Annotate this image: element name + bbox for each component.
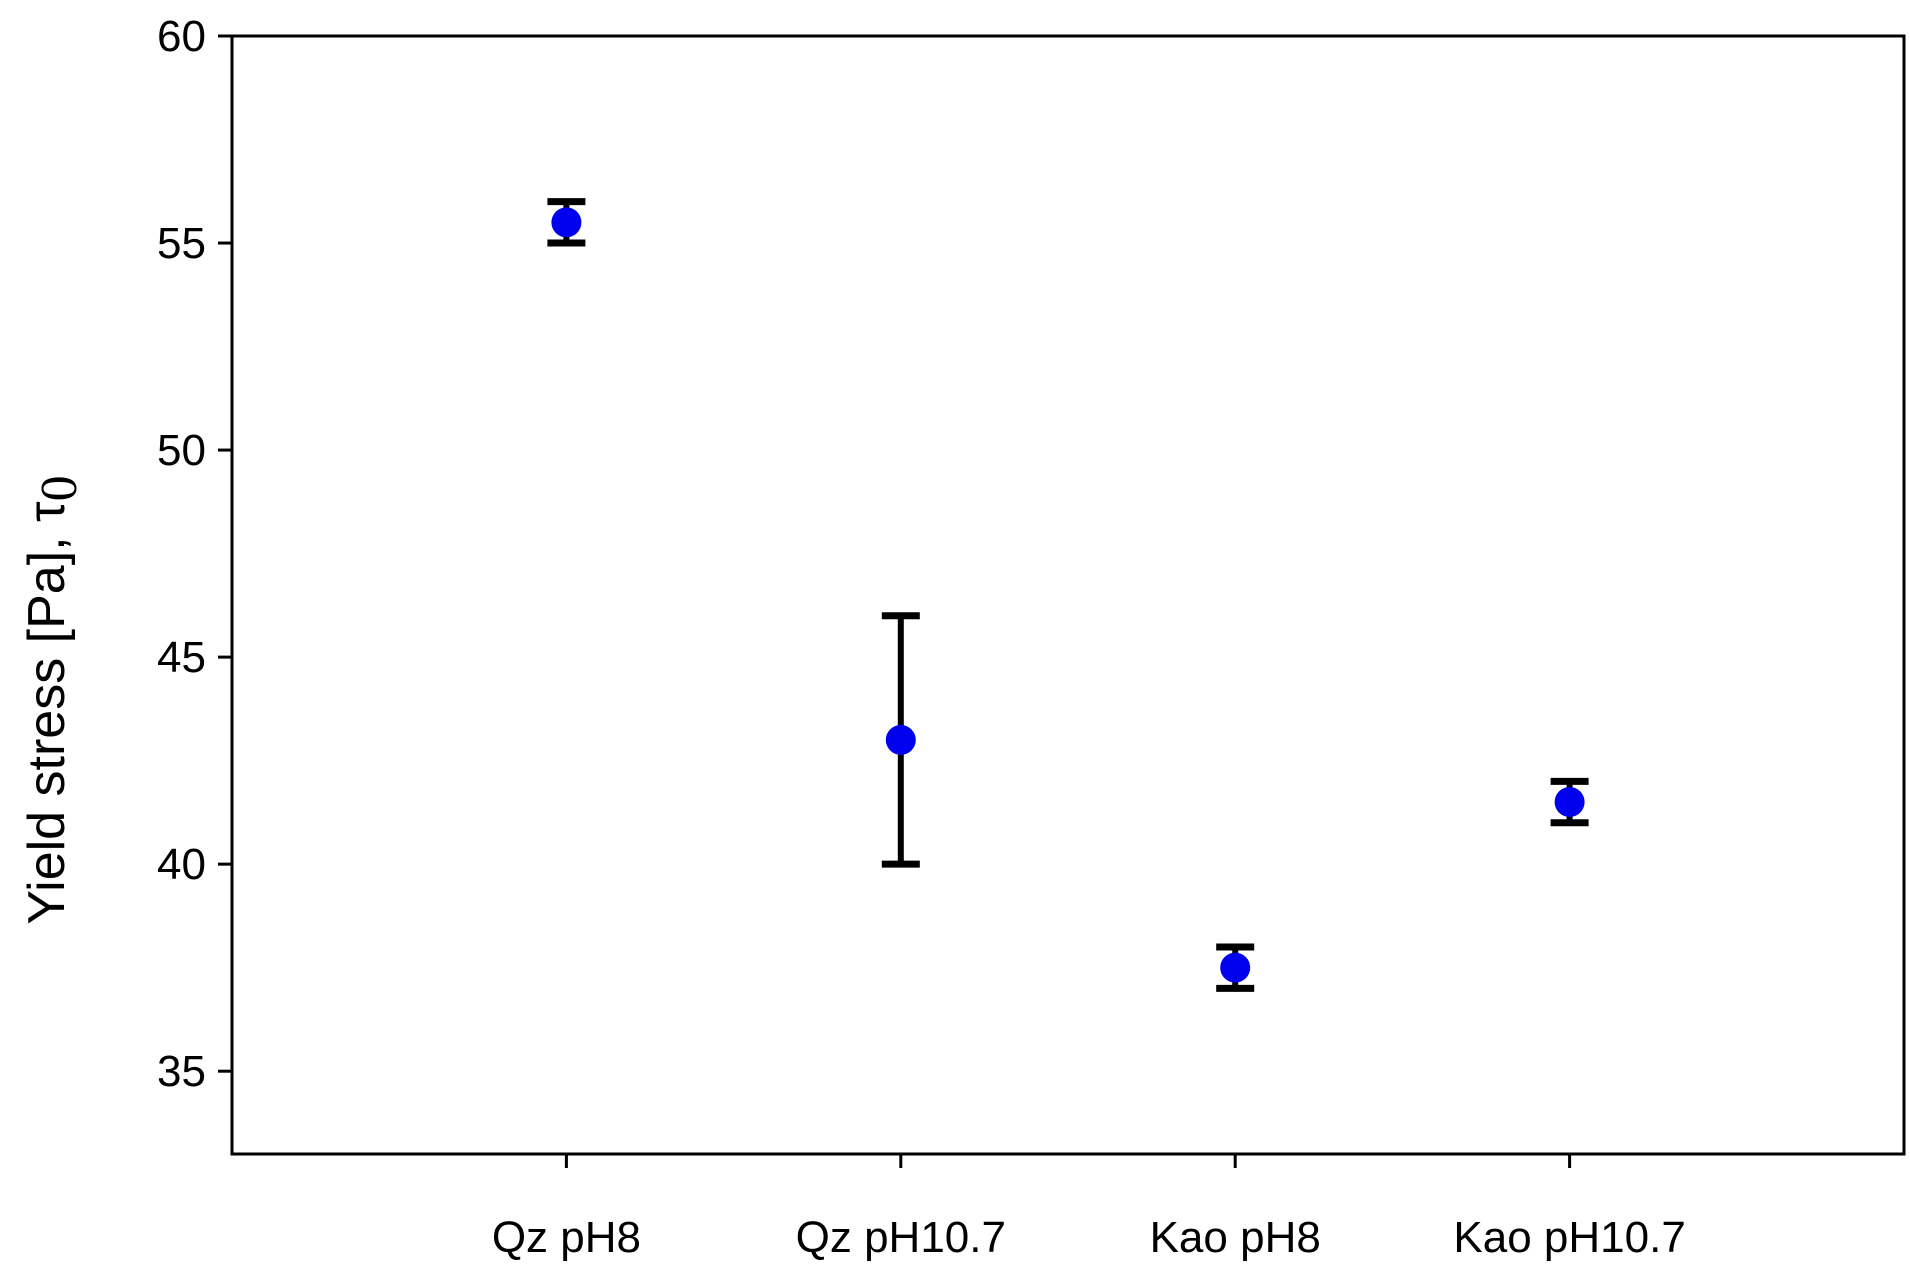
x-tick-label: Qz pH8 <box>492 1213 641 1262</box>
data-point <box>1220 952 1251 983</box>
x-axis: Qz pH8 Qz pH10.7 Kao pH8 Kao pH10.7 <box>492 1154 1686 1262</box>
data-marks <box>547 198 1589 992</box>
data-point <box>551 207 582 238</box>
plot-frame <box>230 34 1906 1156</box>
y-tick-label: 50 <box>157 426 206 475</box>
y-tick-label: 45 <box>157 633 206 682</box>
data-point <box>885 724 916 755</box>
y-axis: 35 40 45 50 55 60 <box>157 12 232 1096</box>
y-tick-label: 60 <box>157 12 206 61</box>
y-axis-title: Yield stress [Pa], τ0 <box>18 475 88 924</box>
x-tick-label: Kao pH10.7 <box>1453 1213 1685 1262</box>
y-tick-label: 40 <box>157 840 206 889</box>
x-tick-label: Qz pH10.7 <box>796 1213 1006 1262</box>
x-tick-label: Kao pH8 <box>1150 1213 1321 1262</box>
y-tick-label: 55 <box>157 219 206 268</box>
y-tick-label: 35 <box>157 1047 206 1096</box>
data-point <box>1554 787 1585 818</box>
